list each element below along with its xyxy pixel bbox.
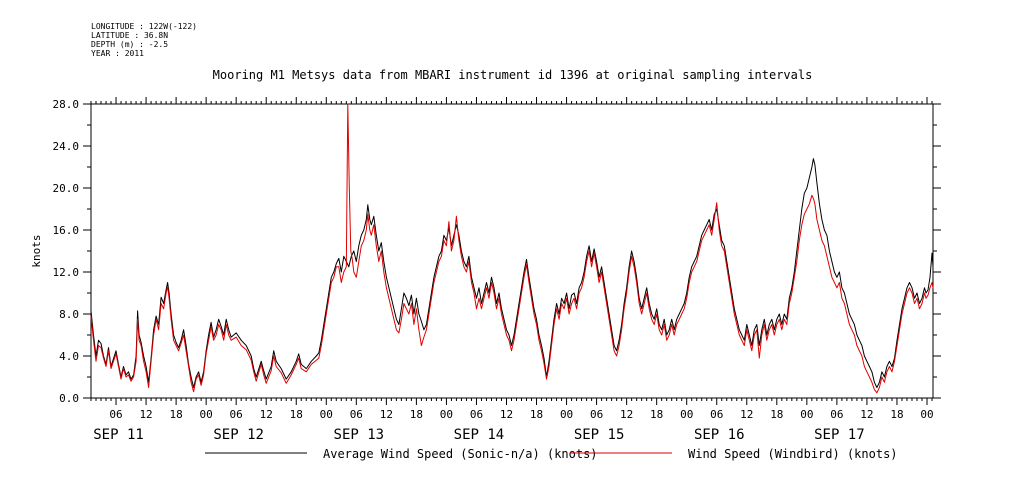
x-tick-label: 18	[169, 408, 182, 421]
meta-year: YEAR : 2011	[91, 49, 144, 58]
x-tick-label: 12	[260, 408, 273, 421]
x-tick-label: 06	[230, 408, 243, 421]
x-tick-label: 18	[890, 408, 903, 421]
y-tick-label: 20.0	[53, 182, 80, 195]
x-tick-label: 18	[530, 408, 543, 421]
x-tick-label: 12	[500, 408, 513, 421]
x-tick-label: 18	[290, 408, 303, 421]
x-day-label: SEP 16	[694, 427, 745, 443]
x-day-label: SEP 15	[574, 427, 625, 443]
x-tick-label: 12	[139, 408, 152, 421]
axis-labels: 0.0 4.0 8.0 12.0 16.0 20.0 24.0 28.0 06 12 18 00 06 1…	[53, 98, 934, 443]
x-tick-label: 00	[320, 408, 333, 421]
y-tick-label: 16.0	[53, 224, 80, 237]
x-tick-label: 06	[350, 408, 363, 421]
x-tick-label: 18	[770, 408, 783, 421]
legend-label-average: Average Wind Speed (Sonic-n/a) (knots)	[323, 447, 598, 461]
axis-ticks	[83, 97, 941, 405]
series-line-windbird	[90, 103, 934, 394]
x-tick-label: 18	[410, 408, 423, 421]
x-tick-label: 00	[560, 408, 573, 421]
chart-title: Mooring M1 Metsys data from MBARI instru…	[212, 68, 813, 82]
meta-longitude: LONGITUDE : 122W(-122)	[91, 22, 197, 31]
series-line-average-wind-speed	[90, 158, 934, 388]
y-tick-label: 0.0	[59, 392, 79, 405]
x-tick-label: 00	[200, 408, 213, 421]
x-tick-label: 12	[380, 408, 393, 421]
plot-frame	[90, 103, 934, 399]
y-tick-label: 4.0	[59, 350, 79, 363]
x-tick-label: 00	[920, 408, 933, 421]
x-day-label: SEP 12	[213, 427, 264, 443]
x-tick-label: 18	[650, 408, 663, 421]
series-group	[90, 103, 934, 394]
x-day-label: SEP 11	[93, 427, 144, 443]
metadata-block: LONGITUDE : 122W(-122) LATITUDE : 36.8N …	[91, 22, 197, 58]
legend-label-windbird: Wind Speed (Windbird) (knots)	[688, 447, 898, 461]
x-tick-label: 12	[860, 408, 873, 421]
x-tick-label: 12	[740, 408, 753, 421]
x-tick-label: 06	[710, 408, 723, 421]
y-tick-label: 12.0	[53, 266, 80, 279]
meta-latitude: LATITUDE : 36.8N	[91, 31, 169, 40]
x-tick-label: 06	[470, 408, 483, 421]
y-axis-label: knots	[30, 234, 43, 267]
legend: Average Wind Speed (Sonic-n/a) (knots) W…	[205, 447, 898, 461]
x-tick-label: 12	[620, 408, 633, 421]
x-tick-label: 06	[109, 408, 122, 421]
meta-depth: DEPTH (m) : -2.5	[91, 40, 169, 49]
x-day-label: SEP 13	[334, 427, 385, 443]
x-day-label: SEP 14	[454, 427, 505, 443]
x-tick-label: 00	[440, 408, 453, 421]
x-tick-label: 00	[680, 408, 693, 421]
x-tick-label: 00	[800, 408, 813, 421]
x-tick-label: 06	[590, 408, 603, 421]
x-tick-label: 06	[830, 408, 843, 421]
y-tick-label: 8.0	[59, 308, 79, 321]
x-day-label: SEP 17	[814, 427, 865, 443]
y-tick-label: 28.0	[53, 98, 80, 111]
y-tick-label: 24.0	[53, 140, 80, 153]
